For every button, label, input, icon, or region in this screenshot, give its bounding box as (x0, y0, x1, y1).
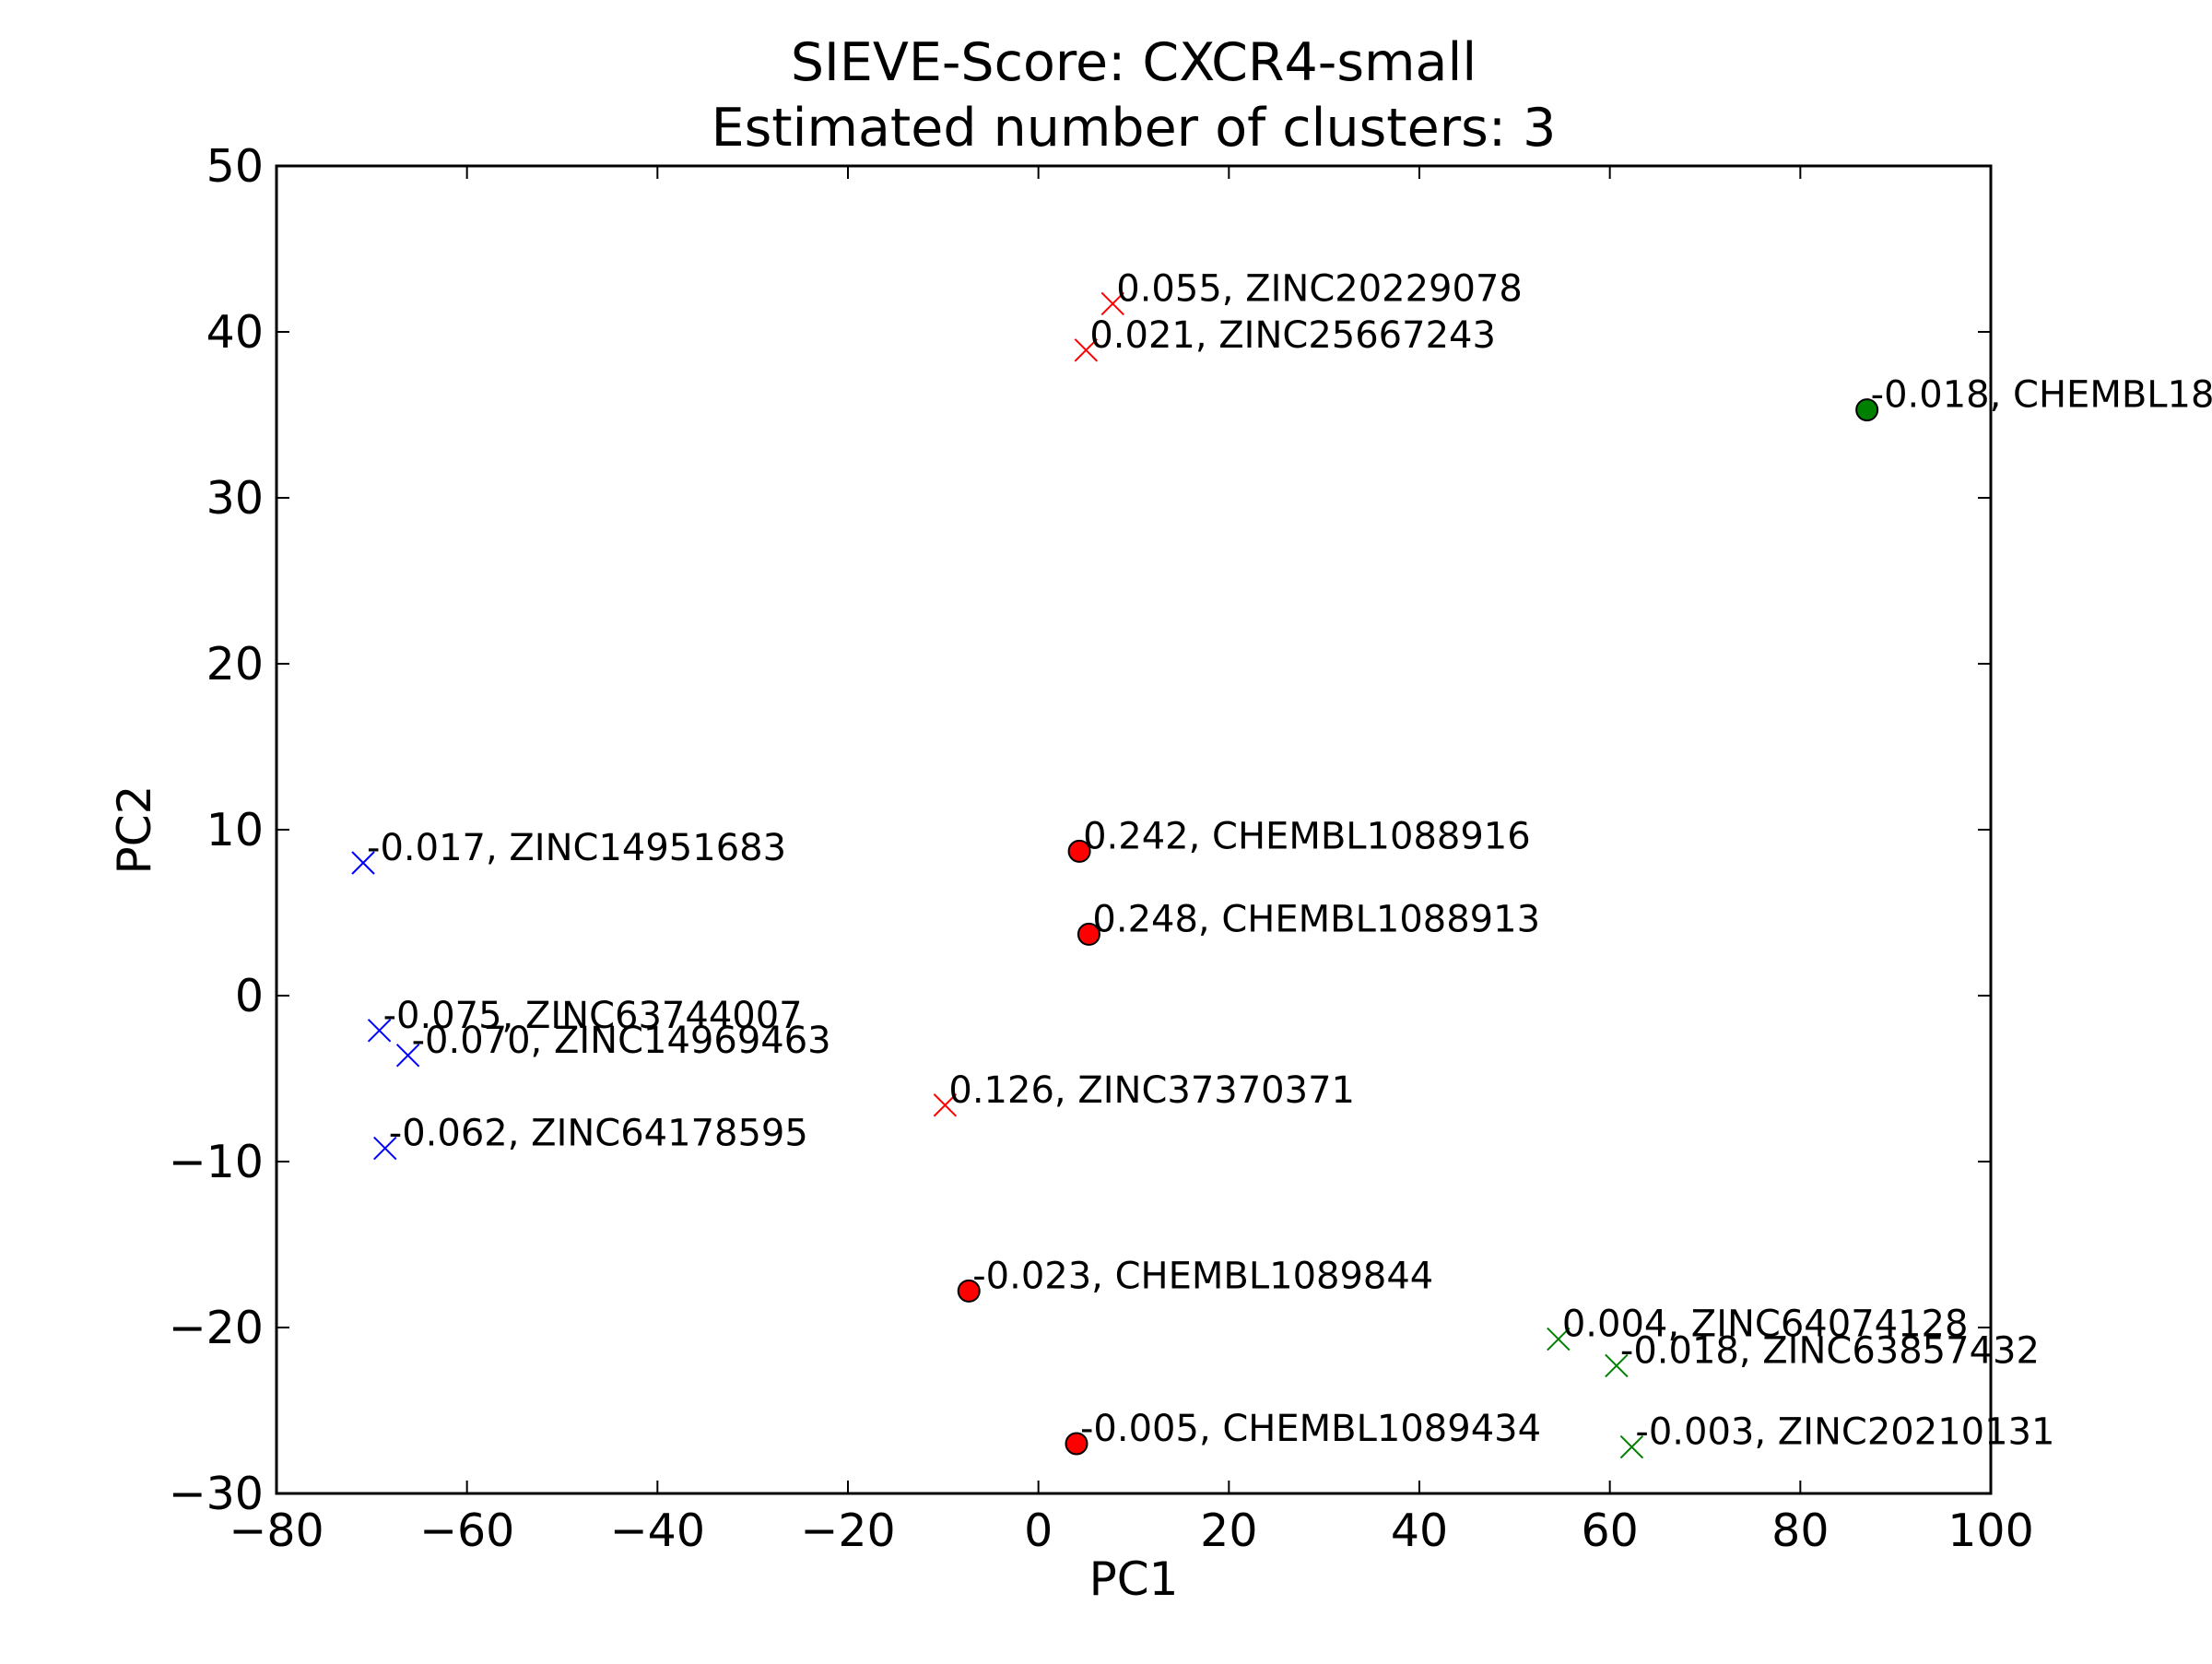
y-tick-label: −30 (169, 1468, 264, 1520)
x-tick-label: 20 (1200, 1505, 1257, 1557)
plot-area-frame (275, 164, 1993, 1495)
point-label: -0.062, ZINC64178595 (389, 1113, 808, 1155)
point-label: 0.248, CHEMBL1088913 (1092, 898, 1540, 940)
data-point-circle-marker (1077, 922, 1100, 946)
chart-title: SIEVE-Score: CXCR4-small (791, 32, 1477, 93)
data-point-circle-marker (1855, 398, 1879, 422)
data-point-x-marker (373, 1136, 397, 1161)
x-tick-label: −20 (800, 1505, 895, 1557)
data-point-x-marker (933, 1093, 958, 1117)
point-label: 0.055, ZINC20229078 (1116, 267, 1523, 310)
x-tick-label: 60 (1581, 1505, 1638, 1557)
y-tick-label: 30 (206, 472, 264, 525)
point-label: 0.242, CHEMBL1088916 (1083, 815, 1531, 857)
x-tick-label: 0 (1024, 1505, 1053, 1557)
point-label: 0.004, ZINC64074128 (1562, 1304, 1969, 1346)
data-point-x-marker (395, 1044, 420, 1068)
x-tick-label: 100 (1947, 1505, 2034, 1557)
y-axis-label: PC2 (108, 785, 161, 875)
x-tick-label: 40 (1391, 1505, 1448, 1557)
y-tick-label: 0 (235, 970, 264, 1022)
x-tick-label: −80 (229, 1505, 324, 1557)
point-label: -0.018, CHEMBL18 (1871, 374, 2212, 417)
point-label: 0.126, ZINC37370371 (948, 1069, 1355, 1112)
point-label: -0.070, ZINC14969463 (412, 1020, 831, 1062)
x-tick-label: −40 (610, 1505, 705, 1557)
data-point-circle-marker (957, 1279, 981, 1303)
data-point-circle-marker (1067, 839, 1091, 863)
y-tick-label: 10 (206, 804, 264, 856)
x-axis-label: PC1 (1089, 1552, 1179, 1606)
y-tick-label: −20 (169, 1302, 264, 1354)
point-label: -0.005, CHEMBL1089434 (1080, 1408, 1541, 1450)
point-label: 0.021, ZINC25667243 (1089, 314, 1496, 357)
data-point-x-marker (1074, 338, 1099, 362)
point-label: -0.018, ZINC63857432 (1620, 1329, 2040, 1372)
point-label: -0.003, ZINC20210131 (1635, 1411, 2054, 1454)
data-point-x-marker (1100, 291, 1124, 316)
y-tick-label: −10 (169, 1136, 264, 1188)
axis-ticks: −80 −60 −40 −20 0 20 40 60 80 100 −30 −20 −10 0 10 20 30… (169, 140, 2034, 1557)
y-tick-label: 20 (206, 638, 264, 690)
chart-subtitle: Estimated number of clusters: 3 (712, 98, 1557, 159)
data-point-x-marker (367, 1019, 392, 1043)
y-tick-label: 50 (206, 140, 264, 193)
point-label: -0.017, ZINC14951683 (367, 827, 786, 869)
data-point-circle-marker (1065, 1432, 1088, 1456)
data-point-x-marker (1619, 1434, 1644, 1459)
x-tick-label: 80 (1771, 1505, 1829, 1557)
point-label: -0.075, ZINC63744007 (383, 995, 803, 1037)
data-point-x-marker (1547, 1327, 1571, 1351)
x-tick-label: −60 (419, 1505, 514, 1557)
data-point-x-marker (1605, 1353, 1629, 1378)
point-label: -0.023, CHEMBL1089844 (972, 1255, 1433, 1297)
y-tick-label: 40 (206, 306, 264, 359)
data-point-x-marker (351, 851, 375, 875)
